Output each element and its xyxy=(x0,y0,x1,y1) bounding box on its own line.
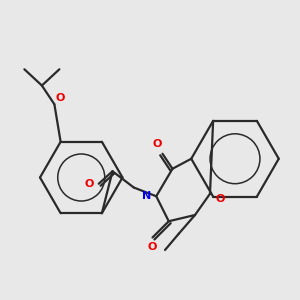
Text: O: O xyxy=(215,194,225,204)
Text: O: O xyxy=(148,242,157,253)
Text: O: O xyxy=(56,93,65,103)
Text: O: O xyxy=(84,179,93,189)
Text: O: O xyxy=(153,139,162,149)
Text: N: N xyxy=(142,191,151,201)
